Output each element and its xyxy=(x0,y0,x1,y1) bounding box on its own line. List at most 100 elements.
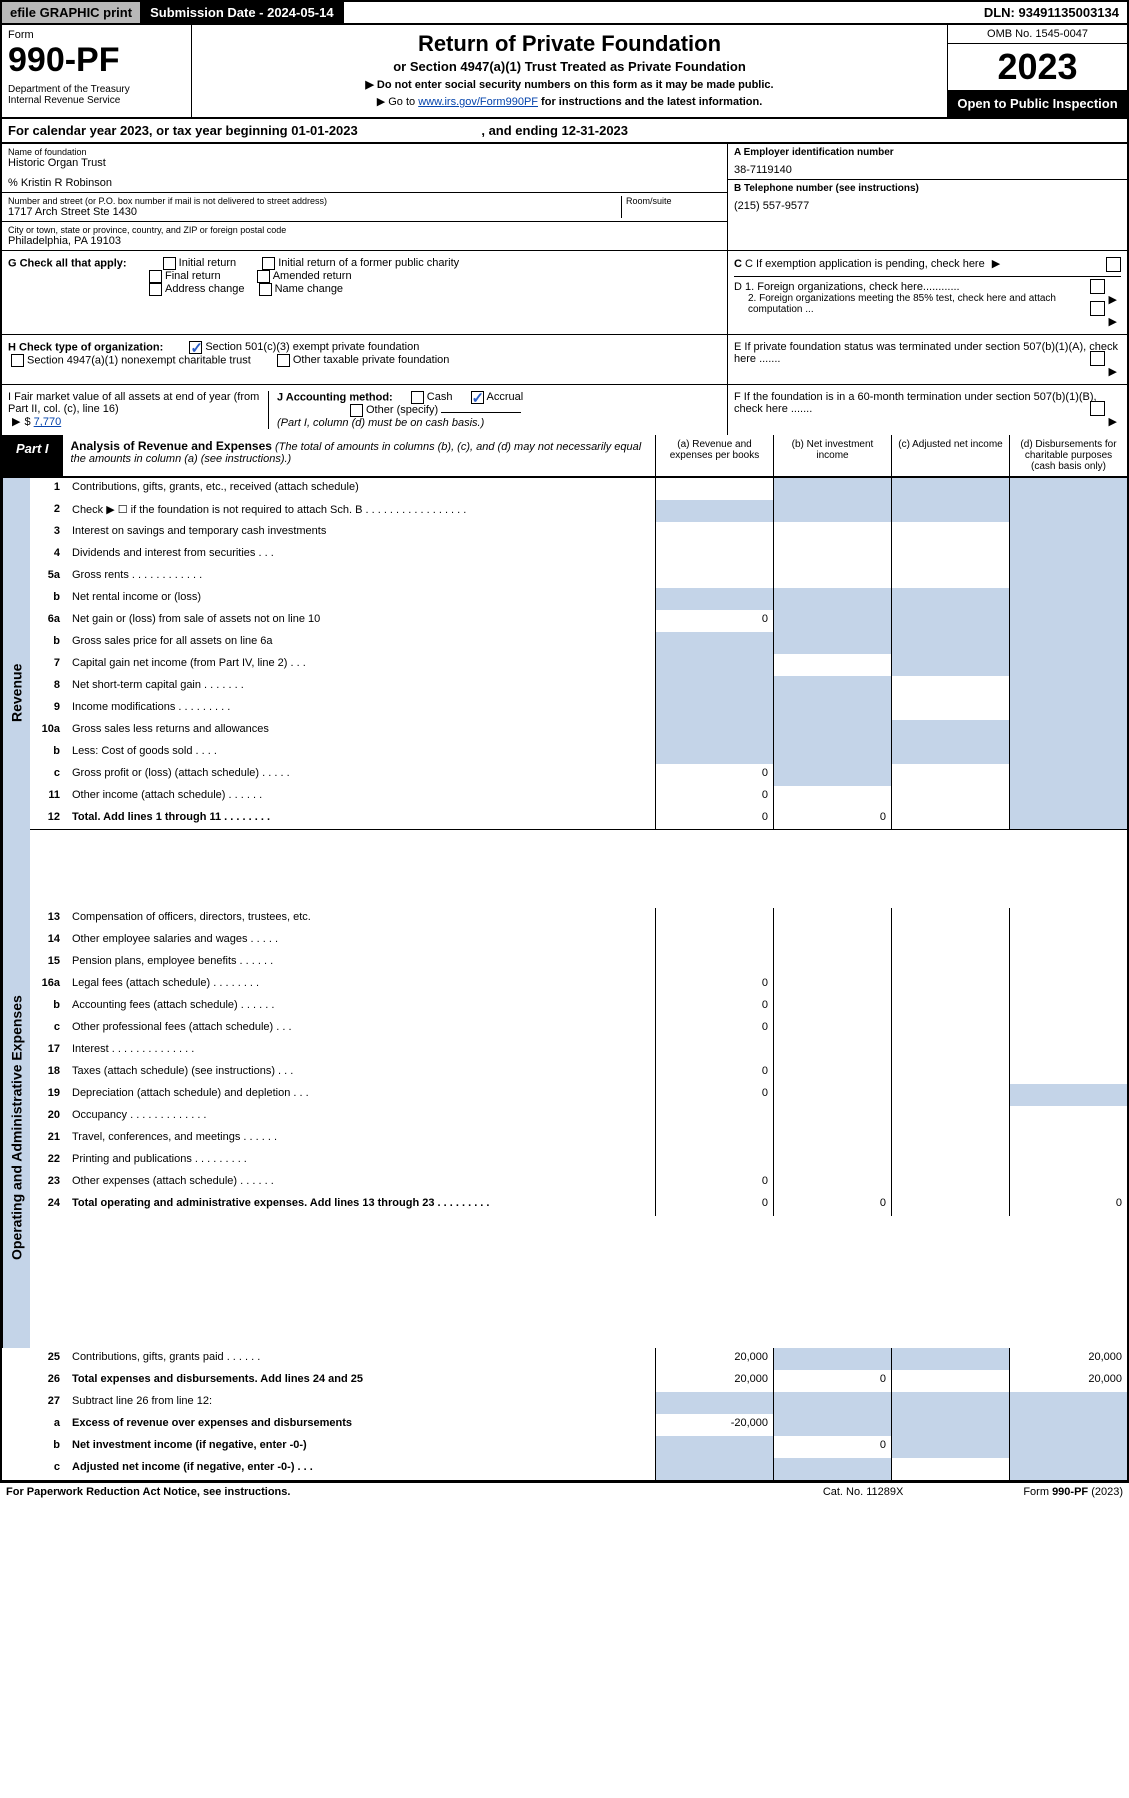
chk-cash[interactable] xyxy=(411,391,424,404)
addr-label: Number and street (or P.O. box number if… xyxy=(8,196,621,206)
line-14: 14Other employee salaries and wages . . … xyxy=(30,930,1127,952)
care-of: % Kristin R Robinson xyxy=(8,177,721,189)
i-label: I Fair market value of all assets at end… xyxy=(8,391,259,415)
line-17: 17Interest . . . . . . . . . . . . . . xyxy=(30,1040,1127,1062)
col-a-hdr: (a) Revenue and expenses per books xyxy=(655,435,773,476)
chk-501c3[interactable] xyxy=(189,341,202,354)
submission-date: Submission Date - 2024-05-14 xyxy=(142,2,344,23)
form-header: Form 990-PF Department of the Treasury I… xyxy=(0,25,1129,119)
open-public: Open to Public Inspection xyxy=(948,90,1127,117)
inst-link-row: ▶ Go to www.irs.gov/Form990PF for instru… xyxy=(198,95,941,108)
line-16a: 16aLegal fees (attach schedule) . . . . … xyxy=(30,974,1127,996)
footer-form: Form 990-PF (2023) xyxy=(1023,1486,1123,1498)
g-label: G Check all that apply: xyxy=(8,257,127,269)
c-label: C C If exemption application is pending,… xyxy=(734,257,1121,270)
line-b: bAccounting fees (attach schedule) . . .… xyxy=(30,996,1127,1018)
line-2: 2Check ▶ ☐ if the foundation is not requ… xyxy=(30,500,1127,522)
phone-label: B Telephone number (see instructions) xyxy=(734,183,1121,194)
line-9: 9Income modifications . . . . . . . . . xyxy=(30,698,1127,720)
chk-other-tax[interactable] xyxy=(277,354,290,367)
dept-treasury: Department of the Treasury xyxy=(8,84,185,95)
line-4: 4Dividends and interest from securities … xyxy=(30,544,1127,566)
col-d-hdr: (d) Disbursements for charitable purpose… xyxy=(1009,435,1127,476)
line-3: 3Interest on savings and temporary cash … xyxy=(30,522,1127,544)
part1-header: Part I Analysis of Revenue and Expenses … xyxy=(0,435,1129,478)
chk-4947[interactable] xyxy=(11,354,24,367)
chk-d1[interactable] xyxy=(1090,279,1105,294)
f-label: F If the foundation is in a 60-month ter… xyxy=(734,391,1121,415)
form-number: 990-PF xyxy=(8,41,185,80)
irs-label: Internal Revenue Service xyxy=(8,95,185,106)
form-title: Return of Private Foundation xyxy=(198,31,941,57)
tax-year: 2023 xyxy=(948,44,1127,90)
line-8: 8Net short-term capital gain . . . . . .… xyxy=(30,676,1127,698)
d2-label: 2. Foreign organizations meeting the 85%… xyxy=(748,293,1121,315)
chk-c[interactable] xyxy=(1106,257,1121,272)
e-label: E If private foundation status was termi… xyxy=(734,341,1121,365)
line-11: 11Other income (attach schedule) . . . .… xyxy=(30,786,1127,808)
part1-tab: Part I xyxy=(2,435,63,476)
j-label: J Accounting method: xyxy=(277,391,393,403)
line-25: 25Contributions, gifts, grants paid . . … xyxy=(2,1348,1127,1370)
line-7: 7Capital gain net income (from Part IV, … xyxy=(30,654,1127,676)
ein-label: A Employer identification number xyxy=(734,147,1121,158)
foundation-name: Historic Organ Trust xyxy=(8,157,721,169)
chk-other-acct[interactable] xyxy=(350,404,363,417)
line-22: 22Printing and publications . . . . . . … xyxy=(30,1150,1127,1172)
line-19: 19Depreciation (attach schedule) and dep… xyxy=(30,1084,1127,1106)
expenses-side-label: Operating and Administrative Expenses xyxy=(2,908,30,1348)
line-23: 23Other expenses (attach schedule) . . .… xyxy=(30,1172,1127,1194)
top-bar: efile GRAPHIC print Submission Date - 20… xyxy=(0,0,1129,25)
line-10a: 10aGross sales less returns and allowanc… xyxy=(30,720,1127,742)
line-24: 24Total operating and administrative exp… xyxy=(30,1194,1127,1216)
cat-no: Cat. No. 11289X xyxy=(823,1486,904,1498)
efile-print-button[interactable]: efile GRAPHIC print xyxy=(2,2,142,23)
line-b: bLess: Cost of goods sold . . . . xyxy=(30,742,1127,764)
room-label: Room/suite xyxy=(626,196,721,206)
chk-e[interactable] xyxy=(1090,351,1105,366)
city-state-zip: Philadelphia, PA 19103 xyxy=(8,235,721,247)
line-5a: 5aGross rents . . . . . . . . . . . . xyxy=(30,566,1127,588)
chk-d2[interactable] xyxy=(1090,301,1105,316)
line-b: bNet investment income (if negative, ent… xyxy=(2,1436,1127,1458)
chk-initial-former[interactable] xyxy=(262,257,275,270)
chk-f[interactable] xyxy=(1090,401,1105,416)
form-subtitle: or Section 4947(a)(1) Trust Treated as P… xyxy=(198,59,941,74)
fmv-value[interactable]: 7,770 xyxy=(34,416,62,428)
chk-initial[interactable] xyxy=(163,257,176,270)
chk-amended[interactable] xyxy=(257,270,270,283)
chk-accrual[interactable] xyxy=(471,391,484,404)
line-b: bGross sales price for all assets on lin… xyxy=(30,632,1127,654)
irs-link[interactable]: www.irs.gov/Form990PF xyxy=(418,96,538,108)
calendar-year-row: For calendar year 2023, or tax year begi… xyxy=(0,119,1129,144)
line-c: cOther professional fees (attach schedul… xyxy=(30,1018,1127,1040)
line-18: 18Taxes (attach schedule) (see instructi… xyxy=(30,1062,1127,1084)
chk-name-change[interactable] xyxy=(259,283,272,296)
form-word: Form xyxy=(8,29,185,41)
col-b-hdr: (b) Net investment income xyxy=(773,435,891,476)
line-12: 12Total. Add lines 1 through 11 . . . . … xyxy=(30,808,1127,830)
line-20: 20Occupancy . . . . . . . . . . . . . xyxy=(30,1106,1127,1128)
phone-value: (215) 557-9577 xyxy=(734,200,1121,212)
line-13: 13Compensation of officers, directors, t… xyxy=(30,908,1127,930)
chk-final[interactable] xyxy=(149,270,162,283)
street-address: 1717 Arch Street Ste 1430 xyxy=(8,206,621,218)
col-c-hdr: (c) Adjusted net income xyxy=(891,435,1009,476)
name-label: Name of foundation xyxy=(8,147,721,157)
page-footer: For Paperwork Reduction Act Notice, see … xyxy=(0,1482,1129,1501)
line-a: aExcess of revenue over expenses and dis… xyxy=(2,1414,1127,1436)
j-note: (Part I, column (d) must be on cash basi… xyxy=(277,417,484,429)
line-b: bNet rental income or (loss) xyxy=(30,588,1127,610)
line-15: 15Pension plans, employee benefits . . .… xyxy=(30,952,1127,974)
line-27: 27Subtract line 26 from line 12: xyxy=(2,1392,1127,1414)
part1-table: Revenue 1Contributions, gifts, grants, e… xyxy=(0,478,1129,1482)
inst-ssn: ▶ Do not enter social security numbers o… xyxy=(198,78,941,91)
line-c: cAdjusted net income (if negative, enter… xyxy=(2,1458,1127,1480)
chk-addr-change[interactable] xyxy=(149,283,162,296)
d1-label: D 1. Foreign organizations, check here..… xyxy=(734,281,1121,293)
part1-title: Analysis of Revenue and Expenses xyxy=(71,439,272,453)
h-label: H Check type of organization: xyxy=(8,341,163,353)
line-26: 26Total expenses and disbursements. Add … xyxy=(2,1370,1127,1392)
line-21: 21Travel, conferences, and meetings . . … xyxy=(30,1128,1127,1150)
ein-value: 38-7119140 xyxy=(734,164,1121,176)
